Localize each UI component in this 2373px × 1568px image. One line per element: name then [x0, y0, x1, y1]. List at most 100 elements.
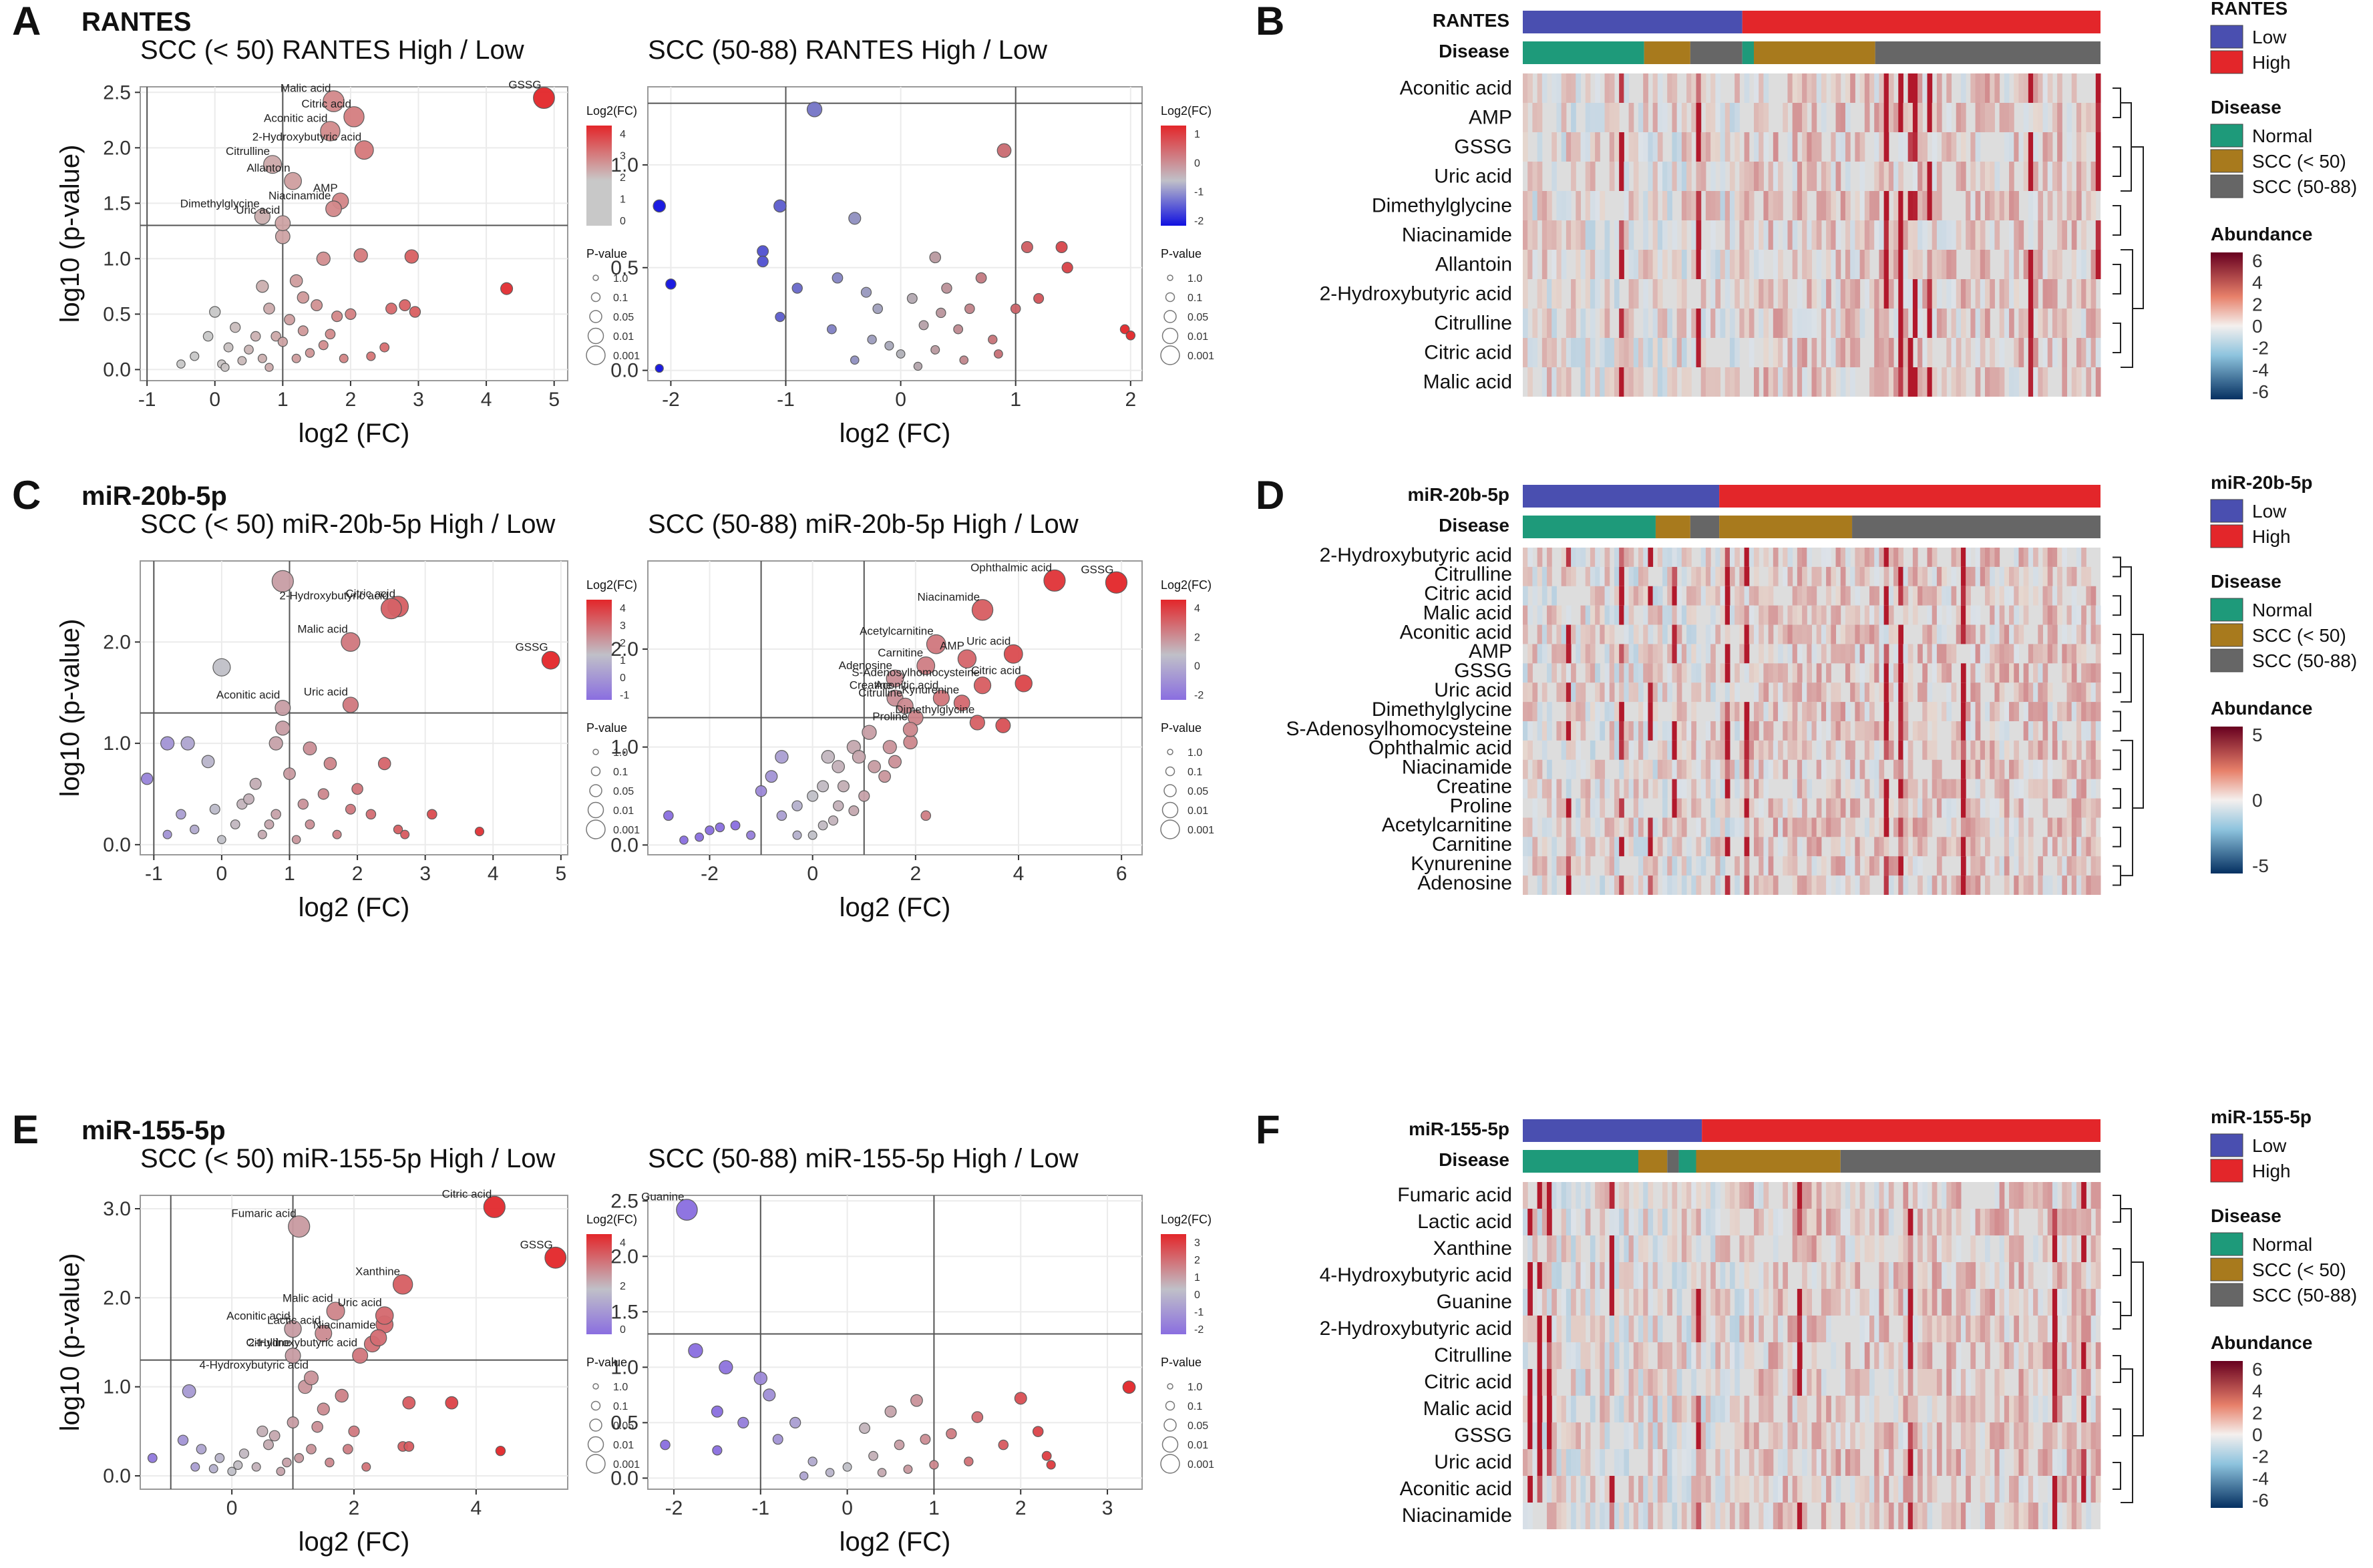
heatmap-cell — [1768, 856, 1774, 876]
heatmap-cell — [2081, 798, 2086, 818]
heatmap-cell — [1850, 856, 1855, 876]
heatmap-cell — [1811, 1476, 1817, 1503]
heatmap-cell — [1585, 279, 1591, 309]
heatmap-cell — [2047, 1262, 2053, 1289]
heatmap-cell — [2038, 663, 2043, 683]
heatmap-cell — [1864, 817, 1870, 837]
heatmap-cell — [1883, 605, 1889, 625]
heatmap-cell — [1691, 1369, 1696, 1396]
disease-bar-segment — [1875, 41, 2101, 64]
heatmap-cell — [1966, 1503, 1971, 1529]
heatmap-cell — [1744, 1476, 1750, 1503]
plot-frame — [647, 1195, 1143, 1490]
heatmap-cell — [1619, 759, 1624, 779]
heatmap-cell — [1893, 624, 1899, 644]
heatmap-cell — [1614, 856, 1620, 876]
heatmap-cell — [1604, 1476, 1610, 1503]
heatmap-cell — [1942, 1262, 1947, 1289]
heatmap-cell — [1638, 250, 1644, 279]
heatmap-cell — [2042, 759, 2048, 779]
data-point — [995, 717, 1011, 733]
heatmap-cell — [1956, 548, 1962, 567]
heatmap-cell — [1831, 73, 1837, 103]
heatmap-cell — [1744, 856, 1750, 876]
heatmap-cell — [1946, 1182, 1952, 1209]
heatmap-cell — [1541, 73, 1547, 103]
heatmap-cell — [1903, 1476, 1909, 1503]
heatmap-cell — [1912, 605, 1918, 625]
heatmap-cell — [1826, 548, 1831, 567]
heatmap-cell — [2014, 644, 2019, 664]
heatmap-cell — [1537, 1316, 1543, 1342]
legend-fc-tick: 2 — [1194, 632, 1200, 643]
heatmap-cell — [1724, 1396, 1730, 1422]
heatmap-cell — [1676, 779, 1682, 799]
heatmap-cell — [1994, 644, 2000, 664]
heatmap-cell — [1994, 682, 2000, 703]
data-point — [705, 825, 715, 835]
heatmap-cell — [1855, 548, 1861, 567]
data-point — [663, 810, 674, 821]
heatmap-cell — [1729, 1209, 1735, 1235]
heatmap-cell — [1898, 644, 1903, 664]
data-point — [297, 798, 309, 810]
heatmap-cell — [2023, 702, 2029, 721]
heatmap-cell — [1990, 73, 1995, 103]
heatmap-cell — [1966, 548, 1971, 567]
data-point — [399, 299, 411, 312]
heatmap-cell — [2057, 1262, 2062, 1289]
heatmap-cell — [2052, 1209, 2058, 1235]
heatmap-cell — [2023, 1396, 2029, 1422]
heatmap-cell — [1850, 1289, 1855, 1316]
point-label: AMP — [940, 640, 964, 652]
heatmap-cell — [1681, 817, 1687, 837]
legend-abundance-tick: 4 — [2252, 1381, 2263, 1402]
heatmap-cell — [1787, 1316, 1793, 1342]
heatmap-cell — [2004, 644, 2010, 664]
heatmap-cell — [1927, 191, 1933, 220]
heatmap-cell — [1561, 663, 1567, 683]
heatmap-cell — [1724, 798, 1730, 818]
data-point — [878, 770, 891, 783]
heatmap-cell — [2018, 1182, 2024, 1209]
heatmap-cell — [2076, 338, 2082, 367]
heatmap-cell — [2042, 132, 2048, 162]
heatmap-cell — [1778, 1476, 1783, 1503]
point-label: Malic acid — [297, 622, 348, 635]
heatmap-cell — [1879, 73, 1885, 103]
heatmap-cell — [1879, 605, 1885, 625]
heatmap-cell — [1874, 73, 1879, 103]
heatmap-cell — [1859, 682, 1865, 703]
heatmap-cell — [1580, 721, 1586, 741]
heatmap-cell — [1807, 779, 1812, 799]
data-point-labeled — [902, 721, 918, 737]
heatmap-cell — [1551, 779, 1557, 799]
heatmap-cell — [1999, 1476, 2005, 1503]
heatmap-row-label: Creatine — [1437, 775, 1512, 797]
heatmap-cell — [2047, 1422, 2053, 1449]
heatmap-cell — [1980, 1316, 1986, 1342]
data-point — [755, 785, 767, 797]
heatmap-cell — [1922, 279, 1928, 309]
heatmap-cell — [1652, 162, 1658, 191]
heatmap-cell — [1831, 220, 1837, 250]
heatmap-cell — [1576, 220, 1581, 250]
heatmap-cell — [1527, 566, 1533, 586]
heatmap-cell — [1681, 605, 1687, 625]
heatmap-cell — [1643, 837, 1648, 857]
heatmap-cell — [1710, 1289, 1716, 1316]
heatmap-cell — [1802, 73, 1807, 103]
heatmap-cell — [1759, 220, 1764, 250]
heatmap-cell — [1681, 1235, 1687, 1262]
heatmap-cell — [1561, 624, 1567, 644]
heatmap-cell — [2033, 721, 2038, 741]
heatmap-cell — [1585, 779, 1591, 799]
legend-p-symbol — [1160, 1454, 1180, 1474]
heatmap-cell — [1657, 1396, 1663, 1422]
heatmap-cell — [1532, 1316, 1538, 1342]
data-point-labeled — [533, 87, 555, 110]
heatmap-cell — [1566, 367, 1572, 397]
heatmap-cell — [1845, 250, 1851, 279]
heatmap-cell — [1907, 1422, 1913, 1449]
heatmap-cell — [1845, 279, 1851, 309]
